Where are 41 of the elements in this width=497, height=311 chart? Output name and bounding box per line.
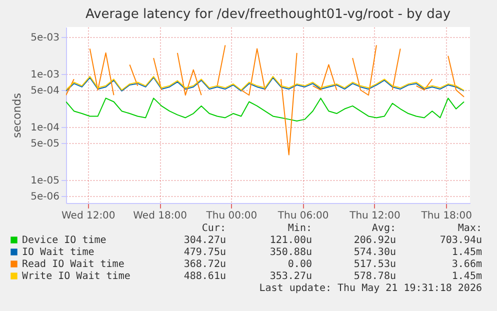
text: Last update: Thu May 21 19:31:18 2026	[259, 283, 482, 294]
legend-label: Read IO Wait time	[22, 259, 124, 270]
x-tick-label: Thu 06:00	[276, 210, 329, 222]
legend-label: IO Wait time	[22, 247, 94, 258]
text: 206.92u	[354, 235, 396, 246]
text: 703.94u	[440, 235, 482, 246]
legend-label: Device IO time	[22, 235, 106, 246]
text: 517.53u	[354, 259, 396, 270]
y-tick-label: 5e-03	[30, 32, 60, 44]
legend-label: Write IO Wait time	[22, 271, 130, 282]
x-tick-label: Thu 00:00	[205, 210, 258, 222]
y-tick-label: 5e-05	[30, 138, 60, 150]
text: 304.27u	[184, 235, 226, 246]
x-tick-label: Thu 12:00	[348, 210, 400, 222]
text: Cur:	[202, 223, 226, 234]
text: 488.61u	[184, 271, 226, 282]
text: 1.45m	[452, 247, 482, 258]
text: 368.72u	[184, 259, 226, 270]
x-tick-label: Wed 18:00	[133, 210, 187, 222]
y-tick-label: 1e-04	[30, 122, 60, 134]
text: 578.78u	[354, 271, 396, 282]
x-tick-label: Wed 12:00	[61, 210, 116, 222]
text: 574.30u	[354, 247, 396, 258]
text: Min:	[288, 223, 312, 234]
text: 0.00	[288, 259, 312, 270]
y-tick-label: 5e-04	[30, 85, 60, 96]
text: 3.66m	[452, 259, 482, 270]
y-tick-label: 5e-06	[30, 192, 60, 203]
y-tick-label: 1e-03	[30, 70, 60, 81]
text: 1.45m	[452, 271, 482, 282]
text: Avg:	[372, 223, 396, 234]
x-tick-label: Thu 18:00	[420, 210, 472, 222]
text: 350.88u	[270, 247, 312, 258]
text: Max:	[458, 223, 482, 234]
y-tick-label: 1e-05	[30, 176, 60, 187]
text: 121.00u	[270, 235, 312, 246]
chart-title: Average latency for /dev/freethought01-vg/root - by day	[85, 7, 451, 22]
text: 353.27u	[270, 271, 312, 282]
line-series	[66, 98, 465, 122]
y-axis-title: seconds	[10, 92, 24, 138]
text: 479.75u	[184, 247, 226, 258]
